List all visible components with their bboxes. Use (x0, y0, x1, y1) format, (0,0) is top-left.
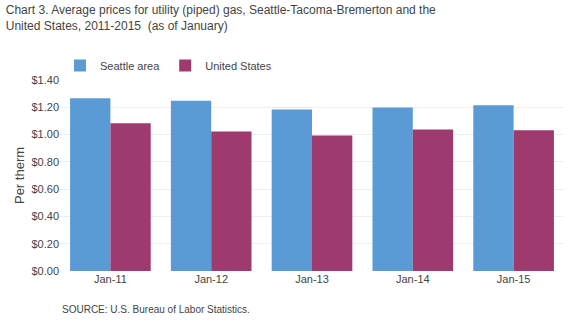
svg-text:Chart 3. Average prices for ut: Chart 3. Average prices for utility (pip… (6, 3, 436, 33)
svg-text:$0.40: $0.40 (31, 210, 59, 222)
svg-text:Per therm: Per therm (12, 147, 27, 204)
svg-text:Seattle area: Seattle area (100, 60, 160, 72)
svg-text:Jan-14: Jan-14 (396, 273, 430, 285)
svg-text:$1.20: $1.20 (31, 101, 59, 113)
svg-text:$1.00: $1.00 (31, 128, 59, 140)
svg-text:$0.00: $0.00 (31, 265, 59, 277)
svg-text:$1.40: $1.40 (31, 74, 59, 86)
svg-text:Jan-15: Jan-15 (497, 273, 531, 285)
svg-text:SOURCE: U.S. Bureau of Labor S: SOURCE: U.S. Bureau of Labor Statistics. (62, 304, 250, 315)
svg-text:$0.20: $0.20 (31, 238, 59, 250)
svg-text:Jan-11: Jan-11 (94, 273, 127, 285)
svg-text:Jan-12: Jan-12 (194, 273, 228, 285)
svg-text:$0.80: $0.80 (31, 156, 59, 168)
svg-text:$0.60: $0.60 (31, 183, 59, 195)
svg-text:United States: United States (205, 60, 272, 72)
svg-text:Jan-13: Jan-13 (295, 273, 329, 285)
